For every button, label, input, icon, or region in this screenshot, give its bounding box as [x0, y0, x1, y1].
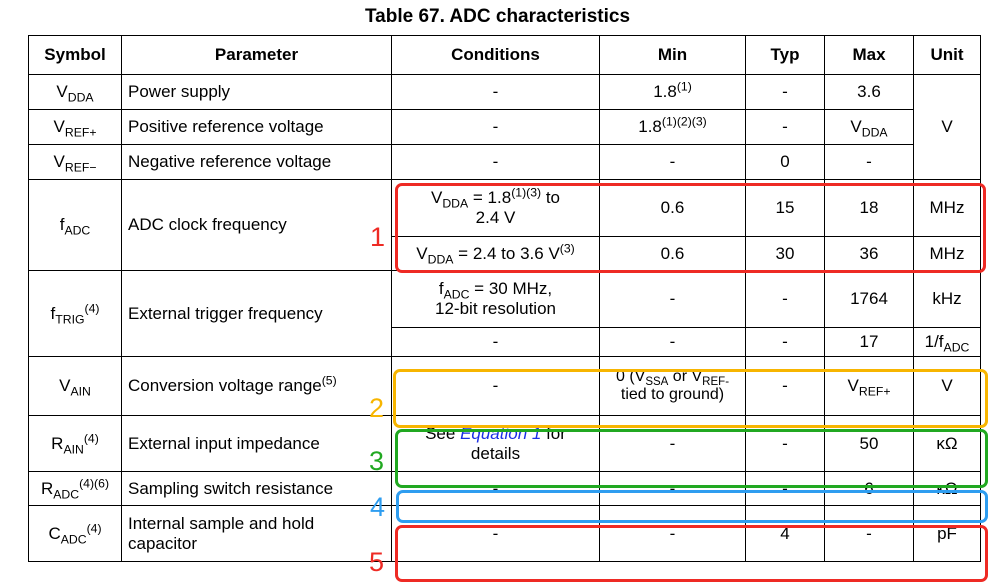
header-typ: Typ	[745, 35, 825, 75]
cell-parameter: ADC clock frequency	[121, 179, 392, 271]
cell-unit: MHz	[913, 236, 981, 271]
cell-min: 1.8(1)	[599, 74, 746, 110]
cell-symbol: RAIN(4)	[28, 415, 122, 472]
cell-max: 17	[824, 327, 914, 357]
cell-min: 0.6	[599, 236, 746, 271]
header-parameter: Parameter	[121, 35, 392, 75]
cell-typ: -	[745, 109, 825, 145]
table-row: VDDA Power supply - 1.8(1) - 3.6 V	[28, 74, 981, 180]
cell-conditions: fADC = 30 MHz, 12-bit resolution	[391, 270, 600, 328]
cell-conditions: -	[391, 505, 600, 562]
table-row: VREF+ Positive reference voltage - 1.8(1…	[28, 109, 981, 145]
cell-parameter: Conversion voltage range(5)	[121, 356, 392, 416]
cell-min: 1.8(1)(2)(3)	[599, 109, 746, 145]
table-row: - - - 17 1/fADC	[29, 327, 981, 357]
highlight-label-2: 2	[369, 393, 385, 423]
cell-typ: -	[745, 74, 825, 110]
cell-parameter: Internal sample and hold capacitor	[121, 505, 392, 562]
cell-parameter: External trigger frequency	[121, 270, 392, 357]
cell-unit: V	[913, 74, 981, 180]
cell-symbol: CADC(4)	[28, 505, 122, 562]
table-row: fTRIG(4) External trigger frequency fADC…	[28, 270, 981, 357]
table-row: fADC ADC clock frequency VDDA = 1.8(1)(3…	[28, 179, 981, 271]
cell-symbol: VAIN	[28, 356, 122, 416]
cell-max: 6	[824, 471, 914, 506]
cell-conditions: -	[391, 109, 600, 145]
highlight-label-5: 5	[369, 547, 385, 577]
table-title: Table 67. ADC characteristics	[364, 6, 631, 27]
cell-parameter: Sampling switch resistance	[121, 471, 392, 506]
cell-parameter: Power supply	[121, 74, 392, 110]
cell-symbol: fTRIG(4)	[28, 270, 122, 357]
cell-conditions: See Equation 1 for details	[391, 415, 600, 472]
table-row: VDDA = 2.4 to 3.6 V(3) 0.6 30 36 MHz	[29, 236, 981, 271]
highlight-label-1: 1	[370, 222, 386, 252]
header-unit: Unit	[913, 35, 981, 75]
cell-conditions: -	[391, 356, 600, 416]
cell-typ: 0	[745, 144, 825, 180]
cell-symbol: VREF+	[28, 109, 122, 145]
cell-max: -	[824, 505, 914, 562]
highlight-label-3: 3	[369, 446, 385, 476]
highlight-box-1	[395, 183, 986, 273]
cell-symbol: RADC(4)(6)	[28, 471, 122, 506]
cell-parameter: Positive reference voltage	[121, 109, 392, 145]
cell-min: -	[599, 327, 746, 357]
cell-max: VREF+	[824, 356, 914, 416]
table-row: VAIN Conversion voltage range(5) - 0 (VS…	[28, 356, 981, 416]
cell-max: -	[824, 144, 914, 180]
highlight-box-3	[395, 429, 988, 488]
cell-min: -	[599, 270, 746, 328]
cell-min: -	[599, 144, 746, 180]
cell-typ: 4	[745, 505, 825, 562]
table-row: VREF− Negative reference voltage - - 0 -	[28, 144, 981, 180]
cell-symbol: VREF−	[28, 144, 122, 180]
cell-conditions: -	[391, 144, 600, 180]
highlight-box-4	[396, 490, 988, 523]
table-row: RAIN(4) External input impedance See Equ…	[28, 415, 981, 472]
header-max: Max	[824, 35, 914, 75]
cell-conditions: -	[391, 74, 600, 110]
header-symbol: Symbol	[28, 35, 122, 75]
table-row: RADC(4)(6) Sampling switch resistance - …	[28, 471, 981, 506]
cell-symbol: fADC	[28, 179, 122, 271]
highlight-box-5	[395, 525, 988, 582]
cell-min: -	[599, 415, 746, 472]
cell-max: 36	[824, 236, 914, 271]
cell-unit: V	[913, 356, 981, 416]
cell-unit: pF	[913, 505, 981, 562]
cell-conditions: -	[391, 327, 600, 357]
table-row: CADC(4) Internal sample and hold capacito…	[28, 505, 981, 562]
cell-symbol: VDDA	[28, 74, 122, 110]
cell-min: 0 (VSSA or VREF-tied to ground)	[599, 356, 746, 416]
equation-1-link[interactable]: Equation 1	[460, 423, 542, 443]
header-min: Min	[599, 35, 746, 75]
cell-typ: -	[745, 270, 825, 328]
cell-min: -	[599, 471, 746, 506]
cell-parameter: External input impedance	[121, 415, 392, 472]
cell-parameter: Negative reference voltage	[121, 144, 392, 180]
cell-max: 50	[824, 415, 914, 472]
highlight-label-4: 4	[370, 492, 386, 522]
cell-typ: 15	[745, 179, 825, 237]
cell-unit: kHz	[913, 270, 981, 328]
cell-unit: MHz	[913, 179, 981, 237]
highlight-box-2	[393, 369, 988, 428]
cell-conditions: VDDA = 2.4 to 3.6 V(3)	[391, 236, 600, 271]
header-conditions: Conditions	[391, 35, 600, 75]
cell-conditions: VDDA = 1.8(1)(3) to 2.4 V	[391, 179, 600, 237]
header-row: Symbol Parameter Conditions Min Typ Max …	[28, 35, 981, 75]
cell-typ: -	[745, 327, 825, 357]
cell-max: 1764	[824, 270, 914, 328]
cell-conditions: -	[391, 471, 600, 506]
cell-unit: 1/fADC	[913, 327, 981, 357]
adc-characteristics-table: Symbol Parameter Conditions Min Typ Max …	[28, 35, 981, 562]
cell-max: 18	[824, 179, 914, 237]
cell-max: VDDA	[824, 109, 914, 145]
cell-typ: 30	[745, 236, 825, 271]
cell-max: 3.6	[824, 74, 914, 110]
